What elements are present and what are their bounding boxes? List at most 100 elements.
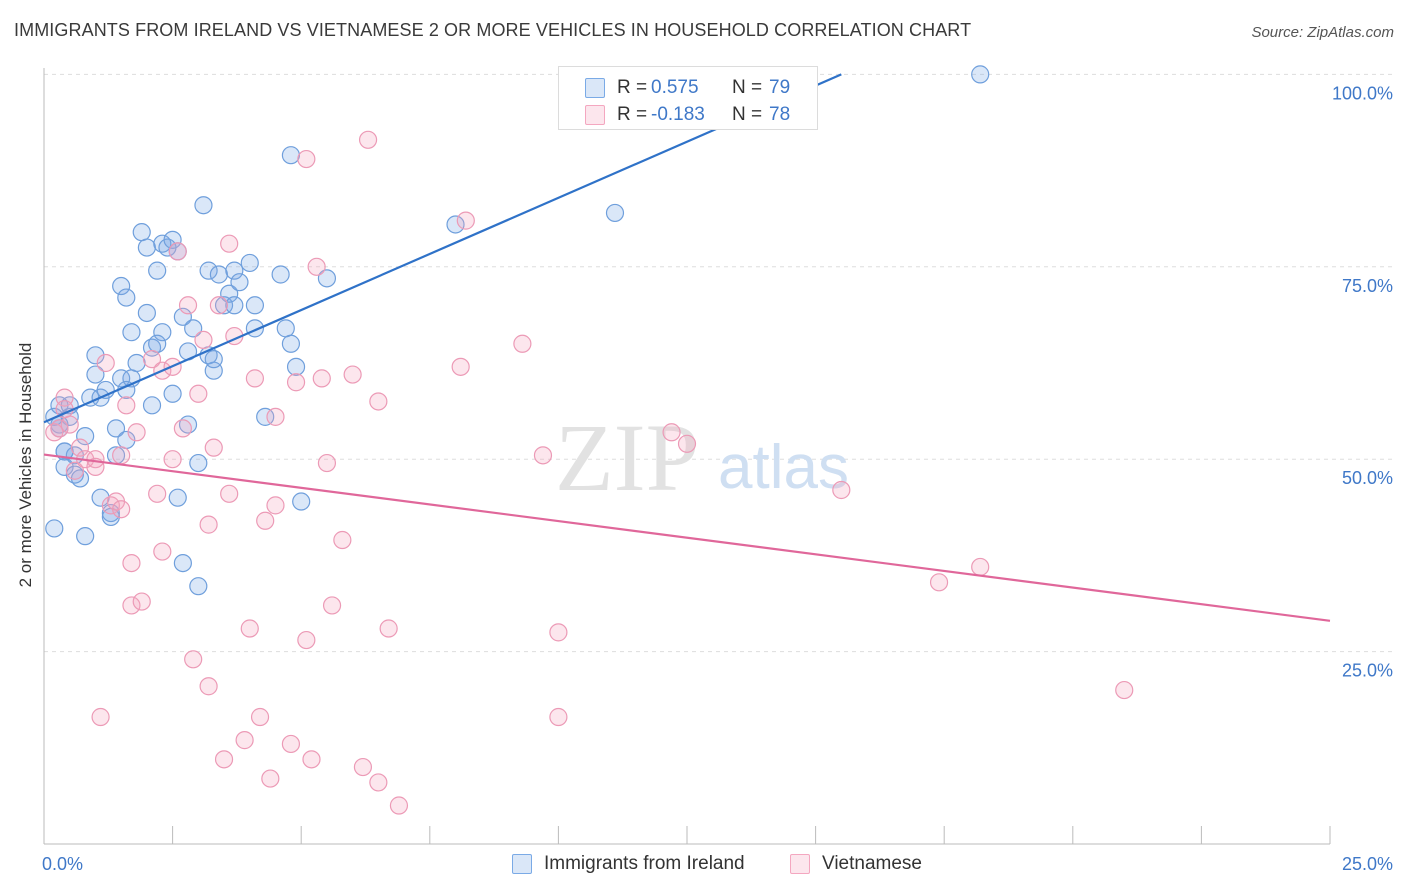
x-tick-label: 0.0%: [42, 854, 83, 874]
ireland-point: [117, 288, 136, 307]
ireland-point: [225, 261, 244, 280]
stats-row-ireland: R = 0.575 N = 79: [559, 73, 817, 101]
ireland-point: [276, 319, 295, 338]
ireland-point: [184, 319, 203, 338]
ireland-point: [127, 353, 146, 373]
ireland-point: [168, 488, 187, 507]
axes: [43, 68, 1331, 845]
vietnamese-point: [153, 542, 172, 561]
vietnamese-swatch: [585, 105, 605, 125]
legend-label-vietnamese: Vietnamese: [822, 853, 922, 874]
ireland-point: [163, 230, 182, 249]
vietnamese-point: [261, 769, 280, 788]
n-value: 79: [769, 77, 791, 98]
vietnamese-point: [220, 484, 239, 503]
vietnamese-point: [281, 734, 301, 754]
vietnamese-point: [117, 396, 136, 415]
ireland-trend-line: [43, 73, 842, 424]
vietnamese-point: [70, 438, 90, 457]
vietnamese-point: [297, 149, 316, 169]
ireland-point: [230, 273, 249, 292]
watermark: ZIP atlas: [555, 404, 849, 511]
trend-layer: [43, 73, 1331, 622]
x-tick-label: 25.0%: [1342, 854, 1393, 874]
ireland-point: [137, 303, 156, 323]
vietnamese-point: [214, 750, 234, 769]
ireland-point: [76, 527, 95, 546]
ireland-point: [292, 492, 311, 511]
y-axis-label: 2 or more Vehicles in Household: [16, 342, 35, 588]
ireland-point: [112, 276, 131, 296]
vietnamese-point: [204, 438, 223, 457]
ireland-point: [209, 265, 228, 284]
vietnamese-point: [209, 296, 228, 315]
ireland-point: [605, 203, 625, 223]
vietnamese-point: [662, 423, 681, 442]
y-tick-label: 25.0%: [1342, 661, 1393, 681]
y-tick-label: 100.0%: [1332, 83, 1393, 103]
ireland-point: [122, 323, 141, 342]
chart-title: IMMIGRANTS FROM IRELAND VS VIETNAMESE 2 …: [14, 20, 972, 40]
ireland-point: [153, 323, 172, 342]
vietnamese-point: [240, 619, 259, 638]
ireland-point: [189, 453, 208, 473]
stats-row-vietnamese: R = -0.183 N = 78: [559, 100, 817, 128]
ireland-point: [76, 427, 95, 446]
r-label: R =: [617, 77, 648, 98]
vietnamese-point: [297, 630, 316, 650]
ireland-point: [45, 519, 64, 538]
ireland-point: [240, 253, 259, 273]
stats-legend: R = 0.575 N = 79 R = -0.183 N = 78: [558, 66, 818, 130]
ireland-point: [271, 265, 290, 284]
ireland-legend-swatch: [512, 854, 532, 874]
vietnamese-point: [832, 480, 851, 500]
vietnamese-point: [266, 496, 285, 515]
watermark-atlas: atlas: [718, 433, 849, 502]
vietnamese-point: [163, 450, 182, 469]
ireland-point: [137, 238, 156, 257]
vietnamese-point: [302, 750, 321, 769]
vietnamese-point: [91, 707, 110, 727]
vietnamese-point: [189, 384, 208, 403]
vietnamese-point: [929, 573, 949, 592]
ireland-point: [86, 346, 105, 365]
vietnamese-point: [286, 373, 306, 392]
ireland-point: [214, 296, 234, 315]
y-axis-label-wrap: 2 or more Vehicles in Household: [6, 343, 46, 588]
vietnamese-point: [127, 423, 146, 442]
vietnamese-point: [142, 350, 162, 369]
vietnamese-point: [194, 330, 213, 350]
vietnamese-point: [317, 453, 337, 473]
ireland-point: [101, 503, 120, 523]
watermark-zip: ZIP: [555, 404, 699, 511]
vietnamese-point: [60, 415, 79, 434]
vietnamese-point: [266, 407, 285, 426]
ireland-point: [220, 284, 239, 303]
vietnamese-point: [112, 500, 131, 519]
vietnamese-point: [235, 731, 254, 750]
vietnamese-point: [50, 419, 69, 438]
vietnamese-point: [513, 334, 532, 353]
ireland-point: [142, 396, 162, 415]
ireland-point: [163, 384, 182, 403]
vietnamese-point: [369, 773, 388, 792]
y-tick-label: 50.0%: [1342, 468, 1393, 488]
vietnamese-trend-line: [43, 453, 1331, 622]
vietnamese-point: [132, 592, 151, 611]
ireland-point: [446, 215, 465, 234]
ireland-point: [225, 296, 244, 315]
grid-lines: [44, 73, 1392, 653]
ireland-point: [189, 577, 208, 596]
vietnamese-point: [353, 757, 373, 777]
n-value: 78: [769, 104, 791, 125]
vietnamese-point: [456, 211, 475, 230]
ireland-point: [317, 269, 337, 288]
ireland-point: [173, 307, 192, 326]
ireland-point: [148, 334, 167, 353]
ireland-point: [281, 146, 301, 165]
vietnamese-point: [65, 461, 84, 480]
vietnamese-point: [112, 446, 131, 465]
ireland-point: [148, 261, 167, 280]
vietnamese-point: [148, 484, 167, 503]
vietnamese-point: [178, 296, 198, 315]
